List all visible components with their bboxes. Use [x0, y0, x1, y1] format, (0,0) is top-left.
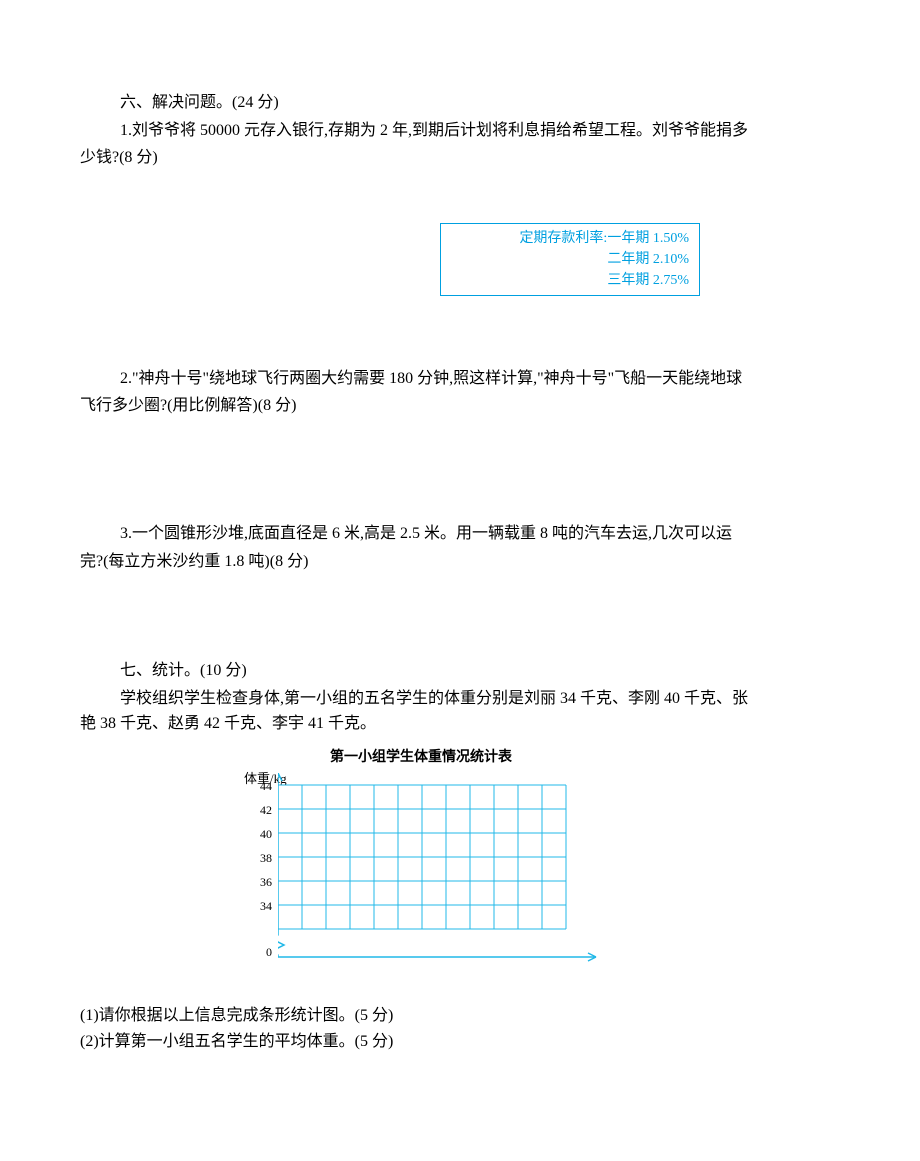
rate-line1: 定期存款利率:一年期 1.50% — [451, 228, 689, 249]
chart-container: 第一小组学生体重情况统计表 体重/kg 4442403836340 — [250, 747, 840, 993]
q1-line1: 1.刘爷爷将 50000 元存入银行,存期为 2 年,到期后计划将利息捐给希望工… — [80, 118, 840, 144]
q3-line2: 完?(每立方米沙约重 1.8 吨)(8 分) — [80, 549, 840, 575]
rate-line3: 三年期 2.75% — [451, 270, 689, 291]
y-tick-label: 42 — [252, 801, 272, 820]
q2-line1: 2."神舟十号"绕地球飞行两圈大约需要 180 分钟,照这样计算,"神舟十号"飞… — [80, 366, 840, 392]
interest-rate-box: 定期存款利率:一年期 1.50% 二年期 2.10% 三年期 2.75% — [440, 223, 700, 296]
q3-line1: 3.一个圆锥形沙堆,底面直径是 6 米,高是 2.5 米。用一辆载重 8 吨的汽… — [80, 521, 840, 547]
rate-line2: 二年期 2.10% — [451, 249, 689, 270]
section6-title: 六、解决问题。(24 分) — [80, 90, 840, 116]
chart-title: 第一小组学生体重情况统计表 — [330, 747, 840, 769]
y-tick-label: 44 — [252, 777, 272, 796]
y-tick-label: 40 — [252, 825, 272, 844]
sub-question-2: (2)计算第一小组五名学生的平均体重。(5 分) — [80, 1029, 840, 1055]
chart-grid — [278, 773, 618, 973]
y-tick-label: 0 — [252, 943, 272, 962]
section7-title: 七、统计。(10 分) — [80, 658, 840, 684]
q1-line2: 少钱?(8 分) — [80, 145, 840, 171]
y-tick-label: 38 — [252, 849, 272, 868]
q2-line2: 飞行多少圈?(用比例解答)(8 分) — [80, 393, 840, 419]
section7-intro2: 艳 38 千克、赵勇 42 千克、李宇 41 千克。 — [80, 711, 840, 737]
y-tick-label: 34 — [252, 897, 272, 916]
y-tick-label: 36 — [252, 873, 272, 892]
section7-intro1: 学校组织学生检查身体,第一小组的五名学生的体重分别是刘丽 34 千克、李刚 40… — [80, 686, 840, 712]
chart-area: 体重/kg 4442403836340 — [250, 773, 630, 993]
sub-question-1: (1)请你根据以上信息完成条形统计图。(5 分) — [80, 1003, 840, 1029]
